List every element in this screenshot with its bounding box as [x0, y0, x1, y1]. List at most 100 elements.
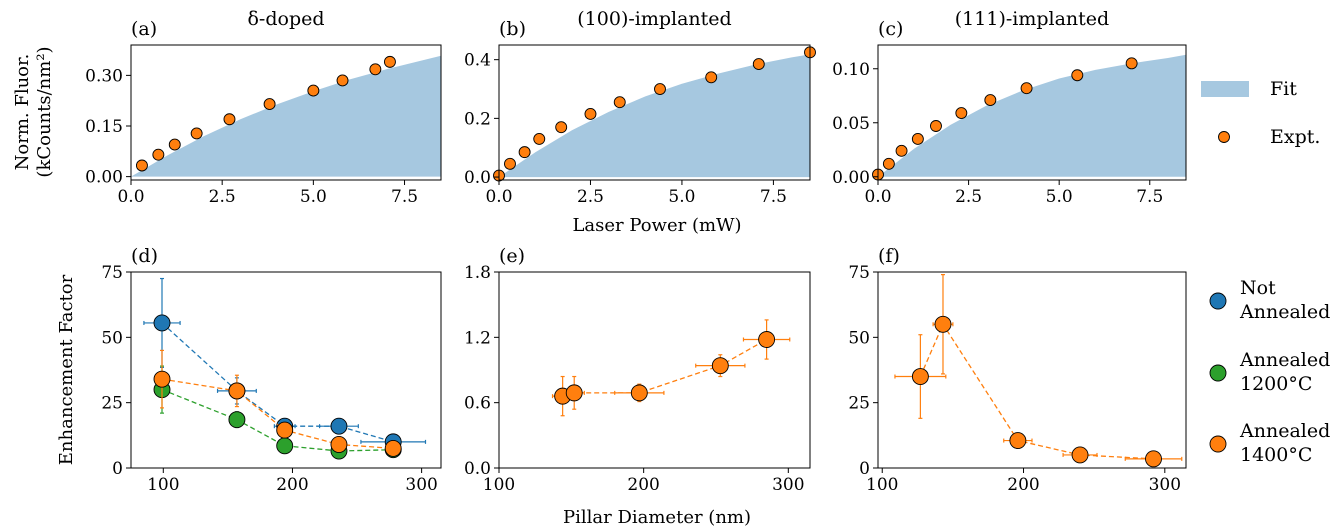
x-axis-label-pillar-diameter: Pillar Diameter (nm) — [563, 507, 751, 527]
legend-bottom: Not Annealed Annealed 1200°C Annealed 14… — [1209, 277, 1330, 466]
panel-3: 100 200 300 0 25 50 75 (d) — [101, 245, 442, 495]
plot-frame — [130, 271, 442, 469]
x-tick-label: 5.0 — [668, 187, 695, 207]
series-0 — [551, 319, 791, 417]
expt-point — [533, 132, 546, 145]
expt-point — [882, 157, 895, 170]
plot-frame — [877, 44, 1187, 181]
y-tick-label: 0.10 — [832, 60, 870, 80]
legend-top: Fit Expt. — [1201, 78, 1320, 148]
y-tick-label: 1.8 — [464, 263, 491, 283]
panel-4: 100 200 300 0.0 0.6 1.2 1.8 (e) — [464, 245, 811, 495]
y-axis-label-top-line1: Norm. Fluor. — [12, 54, 33, 171]
x-tick-label: 7.5 — [391, 187, 418, 207]
expt-point — [168, 138, 181, 151]
fit-area — [878, 54, 1186, 177]
y-tick-label: 25 — [848, 394, 870, 414]
data-point — [228, 382, 246, 400]
x-tick-label: 200 — [276, 475, 308, 495]
panel-label: (b) — [499, 18, 526, 40]
x-tick-label: 2.5 — [209, 187, 236, 207]
x-tick-label: 0.0 — [485, 187, 512, 207]
series-0 — [894, 274, 1183, 468]
expt-point — [518, 146, 531, 159]
y-tick-label: 1.2 — [464, 328, 491, 348]
fit-area — [499, 54, 810, 178]
x-tick-label: 100 — [483, 475, 515, 495]
expt-point — [584, 108, 597, 120]
legend-not-annealed-marker — [1209, 292, 1227, 310]
expt-point — [895, 144, 908, 157]
legend-1200-line1: Annealed — [1239, 349, 1330, 371]
x-tick-label: 200 — [1007, 475, 1039, 495]
data-point — [228, 411, 246, 429]
x-tick-label: 5.0 — [1046, 187, 1073, 207]
panel-1: 0.0 2.5 5.0 7.5 0.0 0.2 0.4 (b) (100)-implanted — [464, 8, 816, 207]
legend-not-annealed-line1: Not — [1240, 277, 1276, 299]
y-tick-label: 0.2 — [464, 109, 491, 129]
y-tick-label: 25 — [101, 394, 123, 414]
data-point — [565, 384, 583, 402]
data-point — [1009, 432, 1027, 450]
expt-point — [1071, 69, 1084, 82]
y-tick-label: 0 — [112, 459, 123, 479]
expt-point — [152, 148, 165, 161]
data-point — [330, 436, 348, 453]
expt-point — [654, 83, 666, 95]
data-point — [1145, 450, 1162, 468]
expt-point — [135, 159, 148, 172]
y-axis-label-bottom: Enhancement Factor — [56, 274, 77, 465]
y-tick-label: 75 — [101, 263, 123, 283]
x-tick-label: 200 — [627, 475, 659, 495]
expt-point — [555, 121, 568, 134]
y-tick-label: 0.30 — [85, 66, 123, 86]
expt-point — [984, 94, 997, 107]
expt-point — [1020, 82, 1033, 95]
x-tick-label: 300 — [1149, 475, 1181, 495]
expt-point — [930, 120, 942, 132]
panel-label: (a) — [131, 18, 157, 40]
legend-expt-marker — [1218, 131, 1230, 143]
y-tick-label: 0.6 — [464, 394, 491, 414]
y-tick-label: 0.4 — [464, 51, 491, 71]
expt-point — [336, 74, 349, 87]
expt-point — [504, 157, 516, 170]
plot-frame — [877, 271, 1187, 469]
series-2 — [153, 349, 402, 457]
series-line — [919, 322, 1154, 460]
panel-title: (100)-implanted — [577, 8, 731, 30]
expt-point — [190, 127, 203, 140]
x-tick-label: 0.0 — [864, 187, 891, 207]
y-tick-label: 50 — [101, 328, 123, 348]
y-tick-label: 0.00 — [832, 168, 870, 188]
expt-point — [705, 71, 718, 84]
x-tick-label: 100 — [866, 475, 898, 495]
y-tick-label: 0 — [859, 459, 870, 479]
expt-point — [223, 113, 236, 126]
y-tick-label: 0.15 — [85, 117, 123, 137]
y-tick-label: 0.0 — [464, 459, 491, 479]
expt-point — [911, 133, 924, 145]
panel-label: (e) — [499, 245, 525, 267]
x-tick-label: 300 — [772, 475, 804, 495]
expt-point — [383, 55, 396, 68]
legend-1400-line2: 1400°C — [1240, 444, 1312, 466]
data-point — [758, 331, 776, 348]
panel-title: δ-doped — [247, 8, 324, 30]
x-tick-label: 7.5 — [1136, 187, 1163, 207]
plot-frame — [498, 44, 811, 181]
data-point — [934, 315, 952, 333]
y-tick-label: 75 — [848, 263, 870, 283]
legend-expt-label: Expt. — [1270, 126, 1320, 148]
data-point — [330, 417, 348, 435]
panel-0: 0.0 2.5 5.0 7.5 0.00 0.15 0.30 (a) δ-doped — [85, 8, 442, 207]
expt-point — [263, 98, 276, 111]
panel-2: 0.0 2.5 5.0 7.5 0.00 0.05 0.10 (c) (111)-implant… — [832, 8, 1187, 207]
y-tick-label: 50 — [848, 328, 870, 348]
y-tick-label: 0.0 — [464, 168, 491, 188]
series-1 — [153, 365, 402, 460]
fit-area — [131, 55, 441, 177]
panel-label: (d) — [131, 245, 158, 267]
